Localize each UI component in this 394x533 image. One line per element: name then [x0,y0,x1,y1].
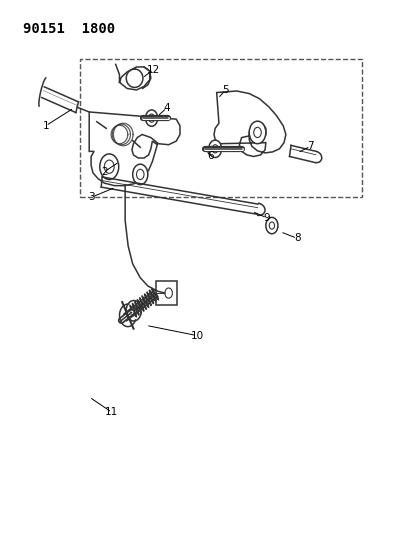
Circle shape [100,154,119,180]
Circle shape [209,140,221,158]
Text: 4: 4 [164,103,170,113]
Circle shape [266,217,278,234]
Circle shape [249,121,266,144]
Circle shape [133,164,148,184]
Text: 2: 2 [101,167,108,177]
Bar [80,59,362,197]
Text: 5: 5 [222,85,229,95]
Text: 8: 8 [294,233,301,244]
Text: 11: 11 [105,407,119,417]
Text: 1: 1 [43,121,49,131]
Text: 7: 7 [307,141,314,151]
Text: 10: 10 [190,330,204,341]
Circle shape [145,110,158,126]
Text: 9: 9 [264,213,270,223]
Text: 3: 3 [88,192,95,203]
Bar [156,281,177,305]
Text: 12: 12 [147,64,160,75]
Text: 90151  1800: 90151 1800 [23,22,115,36]
Text: 6: 6 [207,151,214,161]
